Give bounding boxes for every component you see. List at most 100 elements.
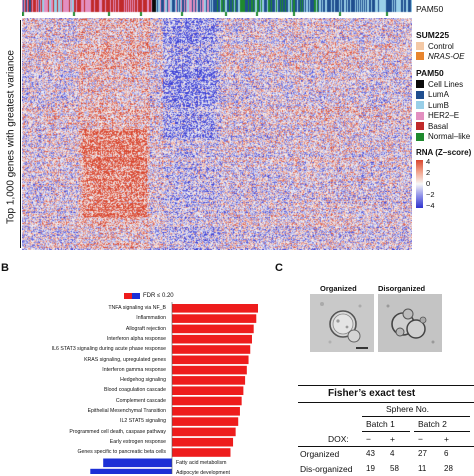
rna-tick-label: −4 [426, 200, 435, 210]
pam50-legend-item: Normal–like [416, 132, 470, 142]
pathway-label: KRAS signaling, upregulated genes [84, 356, 166, 363]
pathway-bar-up [172, 314, 257, 323]
fdr-legend-label: FDR ≤ 0.20 [143, 292, 174, 299]
fisher-cell: 27 [418, 449, 427, 458]
pam50-legend-title: PAM50 [416, 68, 444, 78]
pathway-label: Early estrogen response [109, 438, 166, 445]
pathway-label: Adipocyte development [176, 469, 230, 476]
pathway-bar-down [103, 458, 172, 468]
pam50-annotation-strip [22, 0, 412, 16]
organized-image-label: Organized [320, 284, 357, 293]
pathway-bar-up [172, 324, 254, 334]
sum225-legend-item: Control [416, 41, 454, 51]
legend-item-label: HER2–E [428, 111, 460, 120]
rna-tick-label: 0 [426, 178, 431, 188]
dox-value: − [418, 434, 423, 444]
dox-value: + [390, 434, 395, 444]
rna-tick-label: 2 [426, 167, 431, 177]
fisher-table-title-rule [298, 402, 474, 403]
dox-label: DOX: [328, 434, 349, 444]
dox-value: + [444, 434, 449, 444]
rna-tick-label: 4 [426, 156, 431, 166]
legend-swatch [416, 122, 424, 130]
pathway-bar-up [172, 437, 234, 447]
organized-sphere-micrograph [310, 294, 374, 352]
pathway-bar-up [172, 407, 240, 416]
pathway-label: Hedgehog signaling [120, 377, 166, 384]
legend-item-label: LumA [428, 90, 449, 99]
pam50-legend-item: Cell Lines [416, 79, 463, 89]
pathway-label: IL2 STAT5 signaling [120, 418, 166, 425]
fisher-cell: 4 [390, 449, 395, 458]
fisher-cell: 28 [444, 464, 453, 473]
pathway-label: Interferon alpha response [106, 335, 166, 342]
rna-legend-title: RNA (Z–score) [416, 148, 472, 157]
legend-swatch [416, 42, 424, 50]
pathway-bar-up [172, 355, 249, 365]
batch-1-rule [362, 431, 410, 432]
pathway-label: Fatty acid metabolism [176, 459, 227, 466]
batch-1-header: Batch 1 [366, 419, 395, 429]
pathway-bar-up [172, 417, 239, 426]
disorganized-image-label: Disorganized [378, 284, 426, 293]
sphere-header-rule [362, 416, 470, 417]
fisher-cell: 11 [418, 464, 427, 473]
dox-value: − [366, 434, 371, 444]
pam50-legend-item: LumB [416, 100, 449, 110]
legend-swatch [416, 90, 424, 99]
fdr-legend-red-swatch [124, 292, 132, 299]
pathway-label: Inflammation [136, 315, 166, 322]
pathway-label: Interferon gamma response [102, 366, 166, 373]
pathway-bar-up [172, 334, 252, 344]
pathway-label: Allograft rejection [125, 325, 166, 332]
pathway-bar-up [172, 304, 258, 313]
pathway-label: Genes specific to pancreatic beta cells [77, 449, 166, 456]
fisher-cell: 43 [366, 449, 375, 458]
batch-2-rule [414, 431, 470, 432]
sum225-legend-item: NRAS-OE [416, 51, 464, 61]
pathway-label: Programmed cell death, caspase pathway [69, 428, 166, 435]
fisher-cell: 6 [444, 449, 449, 458]
legend-swatch [416, 52, 424, 60]
pathway-label: Complement cascade [115, 397, 166, 404]
fisher-table-header-rule [298, 446, 474, 447]
pathway-label: IL6 STAT3 signaling during acute phase r… [51, 346, 166, 353]
pathway-bar-up [172, 396, 242, 406]
fisher-row-label: Organized [300, 449, 340, 459]
pam50-legend-item: HER2–E [416, 111, 459, 121]
legend-item-label: Cell Lines [428, 79, 464, 89]
rna-colorbar [416, 160, 423, 208]
legend-swatch [416, 132, 424, 141]
pam50-strip-label: PAM50 [416, 4, 444, 14]
pathway-label: TNFA signaling via NF_B [108, 305, 166, 311]
fisher-table-title: Fisher’s exact test [328, 388, 416, 399]
legend-item-label: Control [428, 41, 454, 51]
pam50-legend-item: LumA [416, 90, 449, 100]
pathway-label: Epithelial Mesenchymal Transition [87, 408, 166, 414]
pathway-labels: TNFA signaling via NF_B Inflammation Allog… [0, 0, 230, 476]
fisher-cell: 19 [366, 464, 375, 473]
pathway-bar-up [172, 345, 251, 354]
fisher-row-label: Dis-organized [300, 464, 353, 474]
pathway-bar-up [172, 376, 246, 385]
fisher-cell: 58 [390, 464, 399, 473]
legend-swatch [416, 111, 424, 120]
pathway-label: Blood coagulation cascade [103, 387, 166, 394]
sphere-number-header: Sphere No. [386, 404, 429, 414]
row-bracket [20, 20, 21, 248]
legend-item-label: Normal–like [428, 132, 471, 141]
pam50-legend-item: Basal [416, 121, 448, 131]
pathway-bar-up [172, 448, 231, 457]
rna-tick-label: −2 [426, 189, 435, 199]
panel-c-letter: C [275, 262, 283, 274]
pathway-bar-up [172, 365, 247, 375]
legend-item-label: LumB [428, 100, 449, 110]
legend-item-label: Basal [428, 121, 449, 131]
pathway-bar-up [172, 386, 244, 395]
fdr-legend: FDR ≤ 0.20 [124, 291, 174, 300]
fdr-legend-blue-swatch [132, 292, 140, 299]
expression-heatmap [22, 18, 412, 250]
legend-item-label: NRAS-OE [428, 51, 465, 61]
pathway-bar-down [90, 468, 172, 474]
